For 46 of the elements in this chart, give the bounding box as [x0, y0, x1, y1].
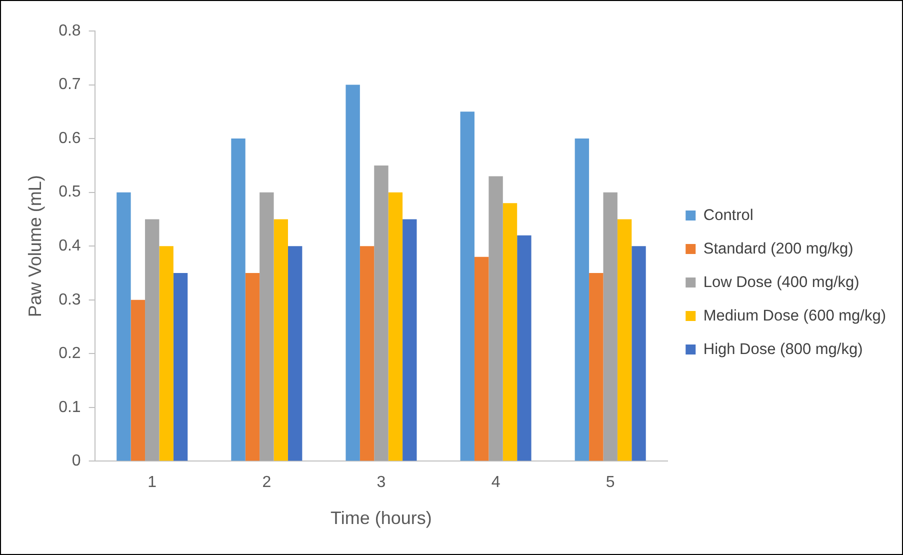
bar: [502, 203, 518, 461]
bar: [274, 219, 288, 461]
bar: [288, 246, 302, 461]
legend-label: Control: [703, 206, 754, 224]
bar: [603, 192, 618, 461]
bar: [388, 192, 403, 461]
y-tick-label: 0.6: [58, 130, 81, 147]
x-tick-label: 4: [491, 474, 500, 492]
legend-label: Medium Dose (600 mg/kg): [703, 307, 886, 324]
bar: [460, 112, 474, 461]
bar: [617, 219, 632, 461]
x-tick-label: 5: [606, 474, 615, 492]
x-tick-label: 3: [376, 474, 386, 492]
bar: [346, 84, 360, 461]
x-tick-label: 1: [148, 474, 157, 492]
bar: [360, 246, 374, 461]
bar: [260, 192, 274, 461]
bar: [374, 165, 388, 461]
legend-label: High Dose (800 mg/kg): [703, 340, 863, 358]
y-tick-label: 0.8: [58, 22, 81, 40]
y-tick-label: 0.4: [58, 238, 81, 255]
bar: [517, 235, 532, 461]
legend-label: Low Dose (400 mg/kg): [703, 274, 860, 291]
bar: [116, 192, 131, 461]
bar: [474, 256, 489, 461]
y-tick-label: 0.2: [58, 345, 81, 362]
bar: [488, 176, 503, 461]
bar: [145, 219, 160, 461]
bar: [231, 138, 246, 461]
y-tick-label: 0.7: [58, 76, 81, 94]
y-tick-label: 0.1: [58, 398, 81, 416]
bar: [589, 272, 604, 461]
bar: [159, 246, 174, 461]
y-tick-label: 0.5: [58, 184, 81, 201]
bar: [574, 138, 590, 461]
legend-label: Standard (200 mg/kg): [703, 240, 854, 258]
bar: [632, 246, 646, 461]
x-axis-title: Time (hours): [330, 508, 432, 528]
y-tick-label: 0.3: [58, 291, 81, 308]
bar: [173, 272, 188, 461]
bar: [245, 272, 260, 461]
bar: [130, 300, 146, 461]
x-tick-label: 2: [262, 474, 272, 492]
y-axis-title: Paw Volume (mL): [24, 175, 45, 318]
bar: [402, 219, 417, 461]
y-tick-label: 0: [72, 452, 81, 470]
